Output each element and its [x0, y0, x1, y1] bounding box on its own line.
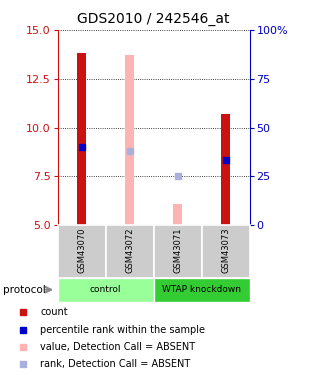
Bar — [173, 204, 182, 225]
Bar — [106, 225, 154, 278]
Text: count: count — [40, 308, 68, 317]
Bar — [202, 225, 250, 278]
Text: GSM43070: GSM43070 — [77, 228, 86, 273]
Text: percentile rank within the sample: percentile rank within the sample — [40, 325, 205, 335]
Title: GDS2010 / 242546_at: GDS2010 / 242546_at — [77, 12, 230, 26]
Text: WTAP knockdown: WTAP knockdown — [162, 285, 241, 294]
Text: control: control — [90, 285, 121, 294]
Text: value, Detection Call = ABSENT: value, Detection Call = ABSENT — [40, 342, 195, 352]
Bar — [125, 56, 134, 225]
Text: GSM43072: GSM43072 — [125, 228, 134, 273]
Bar — [221, 114, 230, 225]
Text: GSM43073: GSM43073 — [221, 227, 230, 273]
Bar — [58, 278, 154, 302]
Bar — [154, 278, 250, 302]
Text: protocol: protocol — [3, 285, 46, 295]
Bar — [154, 225, 202, 278]
Text: rank, Detection Call = ABSENT: rank, Detection Call = ABSENT — [40, 360, 190, 369]
Bar — [77, 53, 86, 225]
Bar — [58, 225, 106, 278]
Text: GSM43071: GSM43071 — [173, 228, 182, 273]
